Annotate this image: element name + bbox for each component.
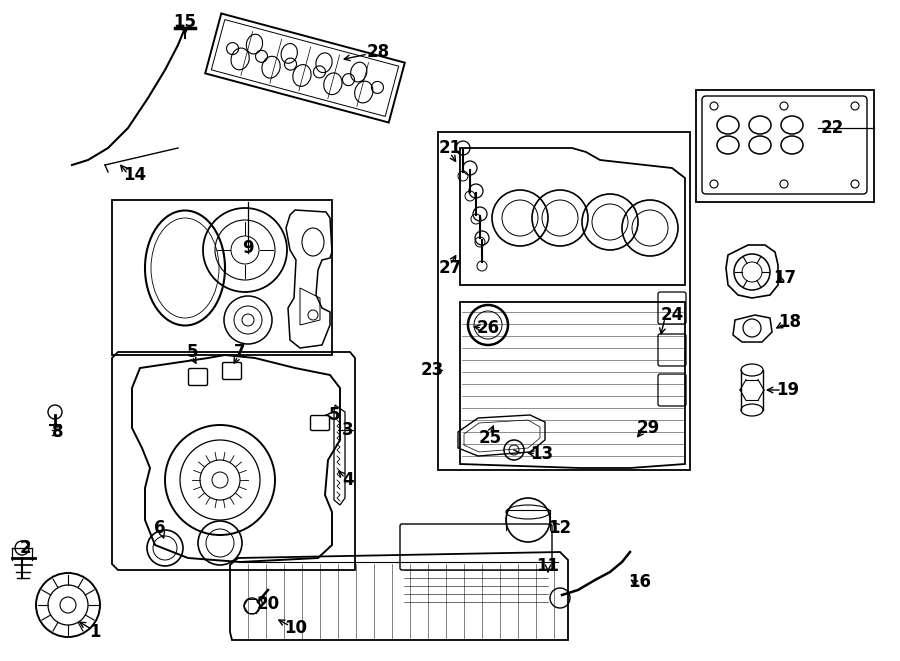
Text: 27: 27: [438, 259, 462, 277]
Text: 25: 25: [479, 429, 501, 447]
Bar: [696, 90, 874, 202]
Polygon shape: [328, 54, 339, 99]
Text: 15: 15: [174, 13, 196, 31]
Text: 16: 16: [628, 573, 652, 591]
Text: 19: 19: [777, 381, 799, 399]
Bar: [438, 132, 690, 470]
Text: 13: 13: [530, 445, 554, 463]
Text: 21: 21: [438, 139, 462, 157]
Text: 24: 24: [661, 306, 684, 324]
Text: 26: 26: [476, 319, 500, 337]
Polygon shape: [299, 47, 310, 91]
Text: 1: 1: [89, 623, 101, 641]
Text: 29: 29: [636, 419, 660, 437]
Bar: [112, 200, 332, 355]
Text: 14: 14: [123, 166, 147, 184]
Bar: [205, 13, 405, 122]
Text: 8: 8: [52, 423, 64, 441]
Text: 5: 5: [186, 343, 198, 361]
Text: 4: 4: [342, 471, 354, 489]
Text: 23: 23: [420, 361, 444, 379]
Text: 9: 9: [242, 239, 254, 257]
Text: 2: 2: [19, 539, 31, 557]
Polygon shape: [270, 39, 282, 83]
Text: 11: 11: [536, 557, 560, 575]
Text: 12: 12: [548, 519, 572, 537]
Text: 22: 22: [821, 119, 843, 137]
Text: 28: 28: [366, 43, 390, 61]
Text: 17: 17: [773, 269, 796, 287]
Text: 3: 3: [342, 421, 354, 439]
Text: 10: 10: [284, 619, 308, 637]
Polygon shape: [356, 62, 369, 106]
Text: 18: 18: [778, 313, 802, 331]
Text: 5: 5: [329, 406, 341, 424]
Polygon shape: [241, 31, 253, 75]
Text: 6: 6: [154, 519, 166, 537]
Text: 20: 20: [256, 595, 280, 613]
Text: 7: 7: [234, 343, 246, 361]
Bar: [212, 20, 399, 116]
